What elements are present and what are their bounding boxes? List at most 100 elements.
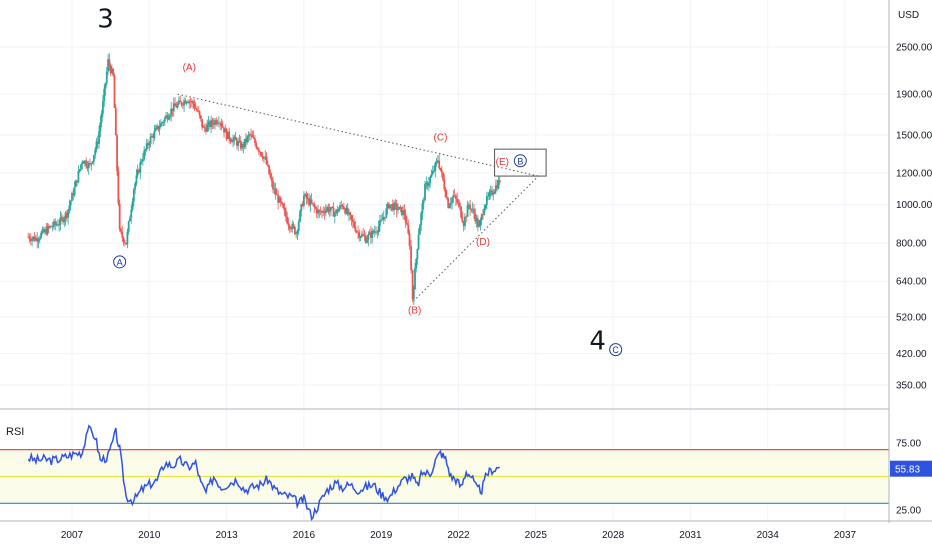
candle[interactable] (372, 229, 375, 235)
candle[interactable] (98, 125, 100, 149)
candle[interactable] (31, 236, 33, 247)
candle[interactable] (435, 157, 438, 167)
candle[interactable] (187, 99, 189, 104)
candle[interactable] (433, 165, 435, 173)
candle[interactable] (176, 101, 179, 110)
candle[interactable] (254, 135, 256, 146)
candle[interactable] (487, 191, 490, 201)
candle[interactable] (484, 204, 487, 211)
candle[interactable] (295, 231, 298, 239)
candle[interactable] (312, 202, 314, 207)
candle[interactable] (456, 192, 459, 205)
candle[interactable] (157, 125, 160, 133)
candle[interactable] (179, 95, 182, 103)
candle[interactable] (408, 229, 411, 250)
candle[interactable] (248, 132, 251, 141)
candle[interactable] (74, 179, 77, 188)
candle[interactable] (221, 120, 224, 129)
candle[interactable] (381, 212, 384, 221)
candle[interactable] (260, 151, 263, 157)
candle[interactable] (212, 118, 215, 129)
candle[interactable] (402, 205, 405, 220)
candle[interactable] (369, 226, 372, 245)
candle[interactable] (412, 285, 415, 306)
candle[interactable] (94, 147, 97, 159)
candle[interactable] (351, 214, 354, 229)
candle[interactable] (375, 226, 377, 235)
candle[interactable] (300, 203, 303, 217)
candle[interactable] (58, 219, 61, 232)
candle[interactable] (440, 166, 443, 178)
candle[interactable] (465, 215, 468, 223)
candle[interactable] (243, 138, 246, 150)
candle[interactable] (40, 231, 42, 240)
candle[interactable] (63, 216, 66, 227)
candle[interactable] (65, 210, 68, 222)
candle[interactable] (159, 119, 162, 128)
candle[interactable] (404, 209, 407, 228)
candle[interactable] (411, 269, 414, 303)
candle[interactable] (67, 209, 70, 225)
candle[interactable] (180, 101, 183, 107)
projection-box-0[interactable] (494, 148, 547, 177)
candle[interactable] (136, 164, 139, 179)
candle[interactable] (277, 190, 280, 210)
candle[interactable] (72, 188, 75, 201)
candle[interactable] (393, 200, 395, 216)
candle[interactable] (306, 192, 309, 204)
candle[interactable] (438, 154, 441, 170)
candle[interactable] (335, 209, 338, 216)
candle[interactable] (255, 140, 258, 150)
candle[interactable] (282, 203, 285, 209)
candle[interactable] (86, 161, 89, 172)
candle[interactable] (29, 233, 32, 246)
candle[interactable] (416, 248, 419, 265)
candle[interactable] (443, 174, 446, 192)
candle[interactable] (80, 163, 82, 172)
candle[interactable] (165, 112, 167, 119)
candle[interactable] (93, 154, 95, 166)
candle[interactable] (355, 230, 358, 234)
candle[interactable] (214, 117, 216, 130)
candle[interactable] (208, 119, 211, 130)
candle[interactable] (476, 215, 479, 232)
candle[interactable] (279, 195, 282, 207)
candle[interactable] (482, 209, 484, 220)
candle[interactable] (420, 211, 423, 231)
candle[interactable] (134, 181, 137, 194)
candle[interactable] (336, 205, 339, 217)
candle[interactable] (49, 225, 51, 230)
candle[interactable] (47, 223, 50, 233)
candle[interactable] (261, 151, 264, 161)
candle[interactable] (95, 137, 98, 153)
candle[interactable] (207, 116, 210, 132)
candle[interactable] (341, 203, 344, 210)
candle[interactable] (366, 235, 368, 244)
candle[interactable] (407, 219, 410, 235)
candle[interactable] (170, 102, 173, 122)
candle[interactable] (82, 160, 85, 164)
candle[interactable] (121, 225, 124, 242)
candle[interactable] (219, 121, 222, 130)
candle[interactable] (299, 209, 301, 223)
candle[interactable] (183, 96, 185, 113)
candle[interactable] (471, 202, 474, 214)
candle[interactable] (426, 180, 429, 190)
candle[interactable] (478, 219, 481, 228)
candle[interactable] (457, 198, 460, 208)
candle[interactable] (100, 110, 103, 128)
candle[interactable] (348, 209, 350, 222)
candle[interactable] (138, 168, 140, 174)
candle[interactable] (421, 199, 424, 220)
candle[interactable] (172, 97, 175, 117)
candle[interactable] (278, 195, 281, 203)
candle[interactable] (217, 116, 220, 128)
candle[interactable] (131, 197, 134, 212)
candle[interactable] (304, 192, 307, 197)
candle[interactable] (473, 203, 475, 220)
candle[interactable] (105, 66, 108, 86)
candle[interactable] (181, 102, 184, 109)
candle[interactable] (184, 97, 187, 104)
candle[interactable] (197, 106, 200, 113)
candle[interactable] (50, 225, 53, 228)
